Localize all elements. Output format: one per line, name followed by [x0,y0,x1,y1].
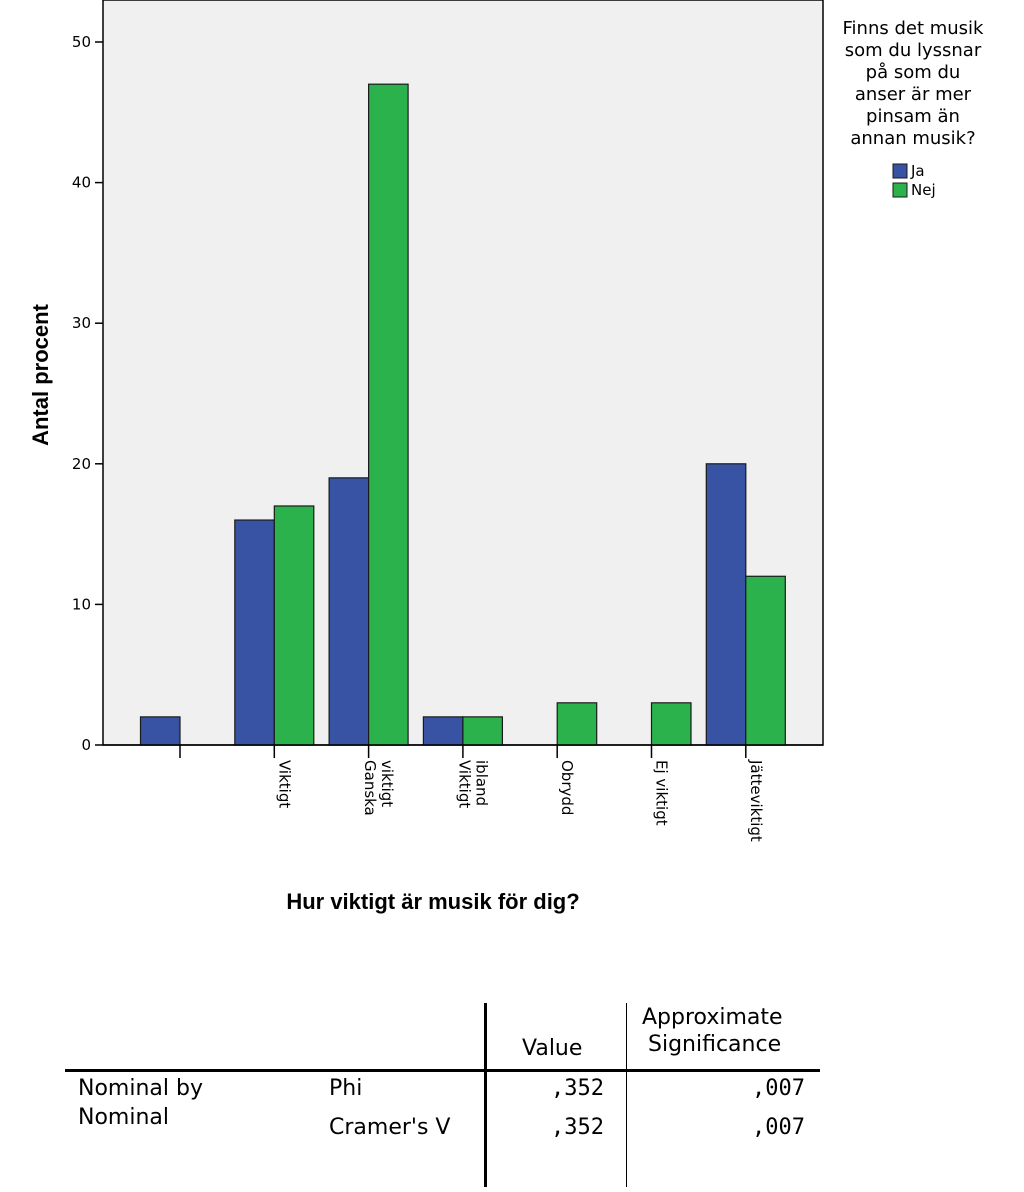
legend-title-line: som du lyssnar [845,40,982,61]
header-approximate: Approximate [642,1005,783,1030]
row-value-cramers-v: ,352 [551,1115,604,1140]
x-category-label: viktigt [378,760,396,807]
y-axis-title: Antal procent [28,303,53,445]
bar-ja [234,519,275,746]
y-tick-label: 30 [72,314,91,332]
bar-nej [368,83,409,746]
bar-ja [139,716,181,746]
legend-label-ja: Ja [910,162,925,180]
row-group-line1: Nominal by [78,1076,203,1101]
legend-title-line: annan musik? [850,128,975,149]
plot-area [102,0,824,746]
legend-title-line: på som du [866,62,961,83]
row-sig-phi: ,007 [752,1076,805,1101]
table-vline-2 [626,1003,627,1187]
row-value-phi: ,352 [551,1076,604,1101]
legend-swatch-ja [892,163,908,179]
legend-title-line: pinsam än [866,106,960,127]
x-axis: Viktigt Ganska viktigt Viktigt ibland Obrydd E… [179,745,765,842]
legend-swatch-nej [892,182,908,198]
y-axis: 0 10 20 30 40 50 [72,33,103,754]
y-tick-label: 50 [72,33,91,51]
row-group-line2: Nominal [78,1105,169,1130]
legend-title-line: anser är mer [855,84,972,105]
x-category-label: Ej viktigt [653,760,671,826]
bar-nej [650,702,692,746]
row-sig-cramers-v: ,007 [752,1115,805,1140]
bar-ja [422,716,464,746]
row-label-phi: Phi [329,1076,363,1101]
x-category-label: Ganska [361,760,379,816]
x-axis-title: Hur viktigt är musik för dig? [286,889,579,914]
y-tick-label: 20 [72,455,91,473]
header-significance: Significance [648,1032,782,1057]
bar-nej [273,505,315,746]
bar-ja [328,477,370,746]
x-category-label: Viktigt [275,760,293,808]
bar-nej [462,716,503,746]
x-category-label: Obrydd [558,760,576,815]
x-category-label: Viktigt [455,760,473,808]
table-header-rule [65,1069,820,1072]
bar-ja [705,463,747,746]
table-vline-1 [484,1003,487,1187]
legend-title-line: Finns det musik [843,18,985,39]
x-category-label: Jätteviktigt [747,759,765,842]
legend-label-nej: Nej [911,181,936,199]
x-category-label: ibland [472,760,490,806]
header-value: Value [522,1036,583,1061]
y-tick-label: 10 [72,595,91,613]
y-tick-label: 0 [81,736,91,754]
y-tick-label: 40 [72,174,91,192]
bar-nej [556,702,598,746]
bar-nej [745,575,786,746]
row-label-cramers-v: Cramer's V [329,1115,451,1140]
